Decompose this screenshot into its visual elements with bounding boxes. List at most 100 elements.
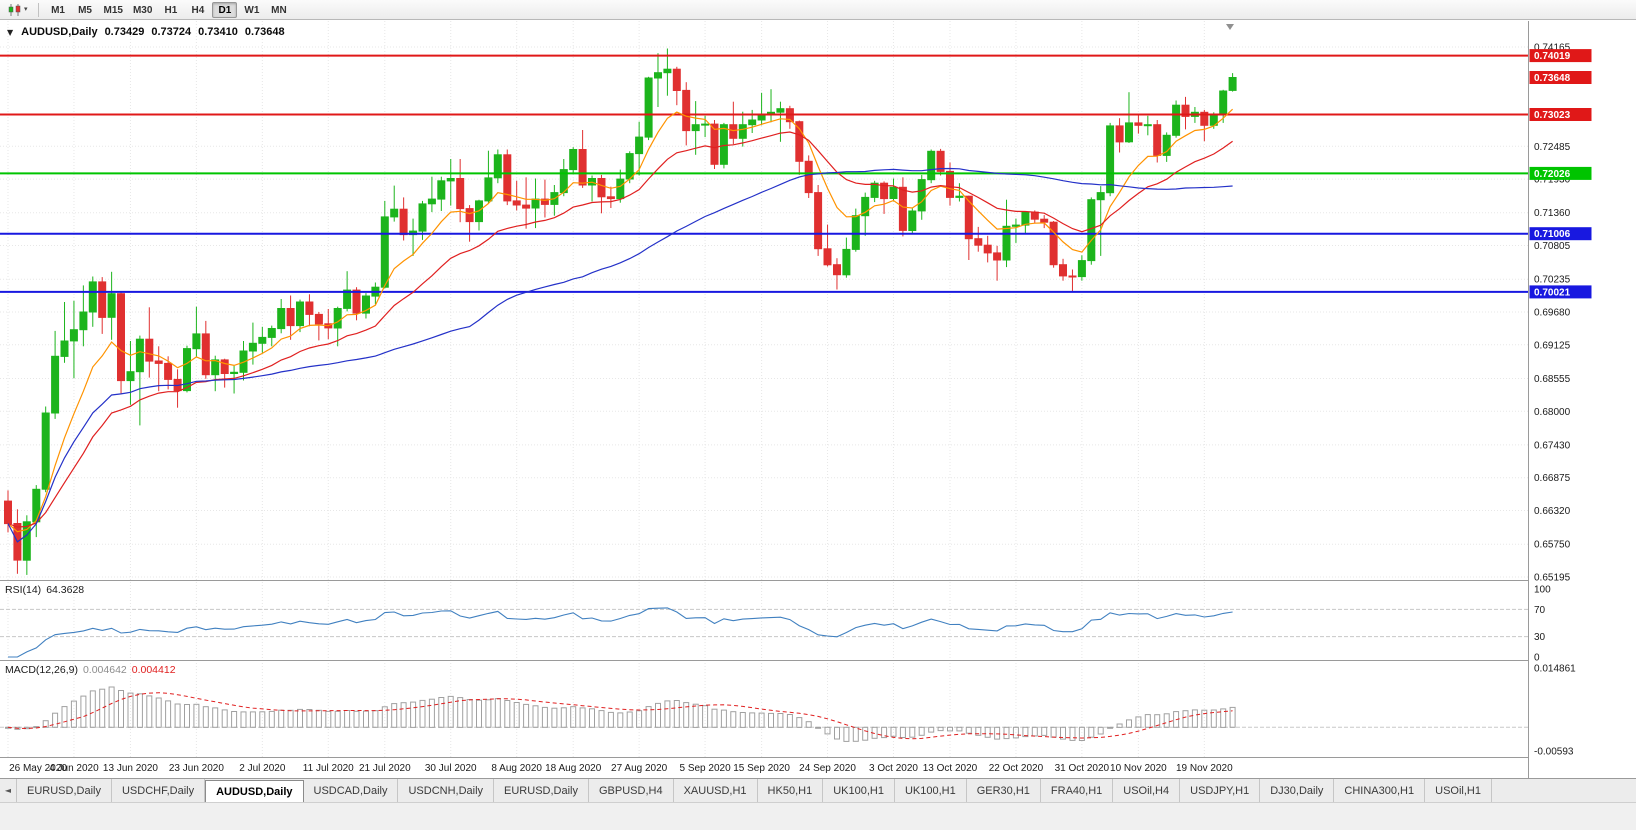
svg-text:0.73023: 0.73023 [1534, 110, 1571, 121]
chart-tab-2-audusd-daily[interactable]: AUDUSD,Daily [205, 780, 304, 802]
moving-average-50 [7, 167, 1233, 543]
timeframe-button-w1[interactable]: W1 [244, 4, 260, 16]
svg-text:RSI(14)64.3628: RSI(14) 64.3628 [5, 584, 84, 596]
chart-tab-11-ger30-h1[interactable]: GER30,H1 [966, 779, 1041, 802]
svg-text:8 Aug 2020: 8 Aug 2020 [491, 763, 542, 774]
timeframe-button-m15[interactable]: M15 [103, 4, 123, 16]
svg-text:70: 70 [1534, 605, 1546, 616]
svg-text:22 Oct 2020: 22 Oct 2020 [989, 763, 1044, 774]
chart-tab-5-eurusd-daily[interactable]: EURUSD,Daily [494, 779, 589, 802]
rsi-line [8, 607, 1233, 658]
timeframe-buttons: M1 M5 M15 M30 H1 H4 D1 W1 MN [45, 1, 293, 18]
price-badge [1529, 285, 1592, 299]
svg-text:23 Jun 2020: 23 Jun 2020 [169, 763, 224, 774]
chart-tab-9-uk100-h1[interactable]: UK100,H1 [823, 779, 895, 802]
ohlc-close: 0.73648 [244, 26, 285, 38]
chart-tab-0-eurusd-daily[interactable]: EURUSD,Daily [17, 779, 112, 802]
chart-type-button[interactable]: ▾ [4, 2, 32, 18]
svg-text:13 Oct 2020: 13 Oct 2020 [923, 763, 978, 774]
chart-tab-17-usoil-h1[interactable]: USOil,H1 [1425, 779, 1492, 802]
svg-text:30: 30 [1534, 632, 1546, 643]
svg-text:0.66875: 0.66875 [1534, 473, 1571, 484]
timeframe-button-m30[interactable]: M30 [132, 4, 153, 16]
ohlc-open: 0.73429 [104, 26, 145, 38]
svg-text:0.67430: 0.67430 [1534, 440, 1571, 451]
candlestick-chart-icon [8, 3, 21, 16]
svg-text:3 Oct 2020: 3 Oct 2020 [869, 763, 918, 774]
timeframe-button-h4[interactable]: H4 [191, 4, 205, 16]
svg-text:0.74019: 0.74019 [1534, 51, 1571, 62]
chevron-down-icon: ▾ [24, 5, 28, 13]
ohlc-low: 0.73410 [198, 26, 238, 38]
macd-signal-line [7, 692, 1233, 740]
chart-ohlc-readout: ▼ AUDUSD,Daily 0.73429 0.73724 0.73410 0… [7, 26, 285, 38]
svg-text:0.70805: 0.70805 [1534, 241, 1571, 252]
svg-text:31 Oct 2020: 31 Oct 2020 [1055, 763, 1110, 774]
tab-scroll-left-button[interactable]: ◄ [0, 779, 17, 802]
svg-text:0.69125: 0.69125 [1534, 340, 1571, 351]
price-badge [1529, 227, 1592, 241]
svg-text:11 Jul 2020: 11 Jul 2020 [303, 763, 354, 774]
svg-text:13 Jun 2020: 13 Jun 2020 [103, 763, 158, 774]
svg-text:18 Aug 2020: 18 Aug 2020 [545, 763, 602, 774]
chart-tab-12-fra40-h1[interactable]: FRA40,H1 [1040, 779, 1114, 802]
svg-text:0.72026: 0.72026 [1534, 169, 1571, 180]
chart-tab-14-usdjpy-h1[interactable]: USDJPY,H1 [1180, 779, 1261, 802]
chart-tab-16-china300-h1[interactable]: CHINA300,H1 [1334, 779, 1426, 802]
chart-tab-8-hk50-h1[interactable]: HK50,H1 [757, 779, 824, 802]
price-badge [1529, 49, 1592, 63]
chart-tab-13-usoil-h4[interactable]: USOil,H4 [1113, 779, 1181, 802]
svg-text:4 Jun 2020: 4 Jun 2020 [49, 763, 99, 774]
chart-tab-4-usdcnh-daily[interactable]: USDCNH,Daily [398, 779, 495, 802]
svg-text:0.65750: 0.65750 [1534, 540, 1571, 551]
svg-text:0.71360: 0.71360 [1534, 208, 1571, 219]
svg-text:0.65195: 0.65195 [1534, 573, 1571, 584]
status-bar [0, 802, 1636, 830]
svg-text:0: 0 [1534, 653, 1540, 664]
svg-text:0.70021: 0.70021 [1534, 287, 1571, 298]
svg-text:100: 100 [1534, 585, 1551, 596]
chart-tabs: EURUSD,Daily USDCHF,Daily AUDUSD,Daily USDC… [17, 779, 1492, 802]
svg-text:0.73648: 0.73648 [1534, 73, 1571, 84]
timeframe-button-m5[interactable]: M5 [78, 4, 92, 16]
svg-text:0.71930: 0.71930 [1534, 175, 1571, 186]
price-badge [1529, 108, 1592, 121]
svg-text:0.71006: 0.71006 [1534, 229, 1571, 240]
timeframe-button-m1[interactable]: M1 [51, 4, 65, 16]
svg-text:24 Sep 2020: 24 Sep 2020 [799, 763, 856, 774]
timeframe-button-d1[interactable]: D1 [212, 1, 238, 18]
chart-tab-15-dj30-daily[interactable]: DJ30,Daily [1260, 779, 1335, 802]
ohlc-high: 0.73724 [151, 26, 192, 38]
svg-text:2 Jul 2020: 2 Jul 2020 [239, 763, 286, 774]
chart-tab-7-xauusd-h1[interactable]: XAUUSD,H1 [673, 779, 758, 802]
chart-symbol-period: AUDUSD,Daily [21, 26, 98, 38]
svg-text:0.014861: 0.014861 [1534, 664, 1576, 675]
toolbar-separator [37, 2, 39, 17]
svg-text:26 May 2020: 26 May 2020 [9, 763, 67, 774]
svg-text:21 Jul 2020: 21 Jul 2020 [359, 763, 411, 774]
svg-text:0.72485: 0.72485 [1534, 142, 1571, 153]
svg-text:10 Nov 2020: 10 Nov 2020 [1110, 763, 1167, 774]
chart-tab-6-gbpusd-h4[interactable]: GBPUSD,H4 [589, 779, 674, 802]
svg-text:27 Aug 2020: 27 Aug 2020 [611, 763, 668, 774]
chart-tab-3-usdcad-daily[interactable]: USDCAD,Daily [303, 779, 399, 802]
svg-text:0.70235: 0.70235 [1534, 275, 1571, 286]
chart-tab-1-usdchf-daily[interactable]: USDCHF,Daily [111, 779, 206, 802]
moving-average-8 [7, 108, 1234, 533]
svg-text:19 Nov 2020: 19 Nov 2020 [1176, 763, 1233, 774]
timeframe-button-h1[interactable]: H1 [164, 4, 178, 16]
price-badge [1529, 166, 1592, 180]
chart-collapse-icon[interactable]: ▼ [7, 27, 14, 37]
price-badge [1529, 71, 1592, 84]
timeframe-toolbar: ▾ M1 M5 M15 M30 H1 H4 D1 W1 MN [0, 0, 1636, 20]
svg-text:0.68555: 0.68555 [1534, 374, 1571, 385]
timeframe-button-mn[interactable]: MN [271, 4, 287, 16]
svg-text:15 Sep 2020: 15 Sep 2020 [733, 763, 790, 774]
svg-text:0.68000: 0.68000 [1534, 407, 1571, 418]
chart-tabbar: ◄ EURUSD,Daily USDCHF,Daily AUDUSD,Daily US… [0, 778, 1636, 802]
chart-shift-marker [1226, 24, 1234, 30]
svg-text:5 Sep 2020: 5 Sep 2020 [679, 763, 731, 774]
chart-tab-10-uk100-h1[interactable]: UK100,H1 [894, 779, 967, 802]
